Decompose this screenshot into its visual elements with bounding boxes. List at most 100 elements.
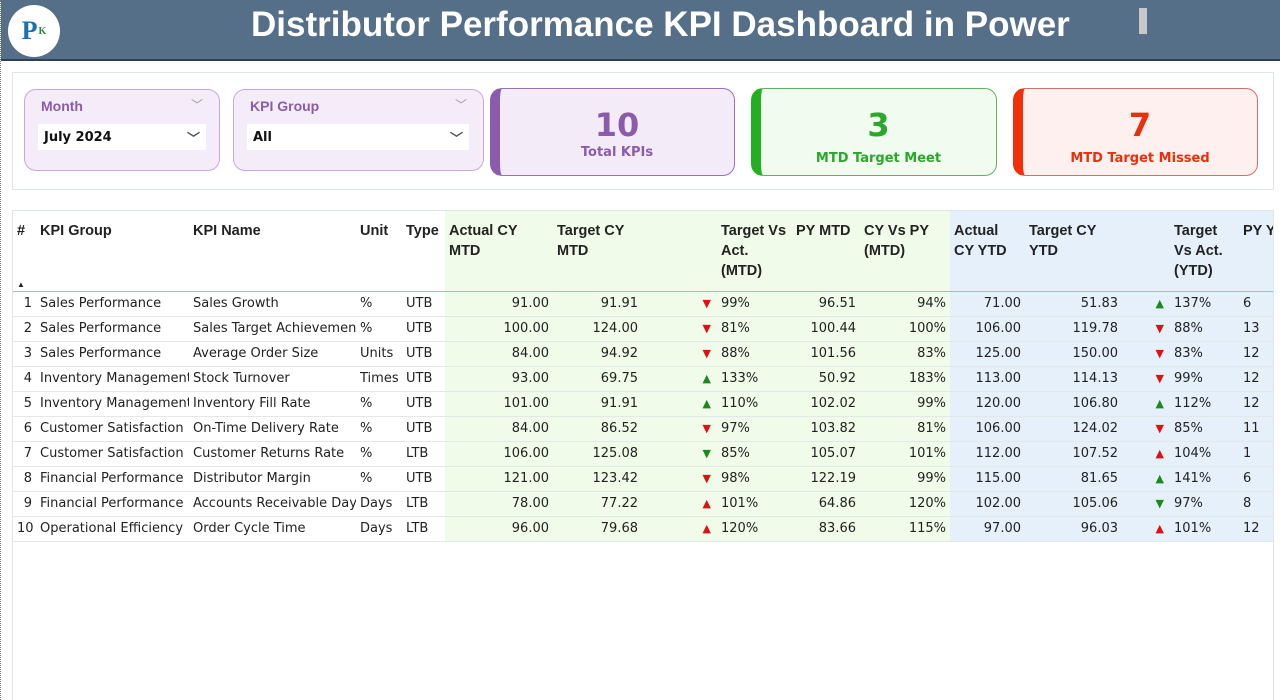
trend-cell: [1122, 491, 1170, 517]
cell-pyy: 12: [1239, 516, 1273, 542]
cell-group: Sales Performance: [36, 316, 189, 342]
column-header[interactable]: Target Vs Act. (YTD): [1170, 211, 1239, 292]
cell-tcy: 81.65: [1025, 466, 1122, 492]
cell-n: 7: [13, 441, 36, 467]
trend-cell: [642, 316, 717, 342]
cell-tvam: 98%: [717, 466, 792, 492]
cell-n: 1: [13, 291, 36, 317]
column-header[interactable]: Actual CY MTD: [445, 211, 553, 292]
cell-tvam: 101%: [717, 491, 792, 517]
column-header[interactable]: Actual CY YTD: [950, 211, 1025, 292]
column-header[interactable]: Target CY YTD: [1025, 211, 1122, 292]
cell-type: LTB: [402, 516, 445, 542]
column-header[interactable]: PY MTD: [792, 211, 860, 292]
cell-acy: 125.00: [950, 341, 1025, 367]
mtd-target-missed-label: MTD Target Missed: [1070, 151, 1210, 166]
chevron-down-icon: ﹀: [449, 132, 463, 147]
kpi-group-slicer-label: KPI Group: [250, 98, 320, 114]
cell-tvam: 85%: [717, 441, 792, 467]
table-row[interactable]: 8 Financial Performance Distributor Margin…: [13, 466, 1273, 492]
cell-pym: 50.92: [792, 366, 860, 392]
trend-cell: [642, 391, 717, 417]
chevron-down-icon[interactable]: ﹀: [190, 98, 203, 112]
column-header[interactable]: KPI Name: [189, 211, 356, 292]
cell-group: Financial Performance: [36, 466, 189, 492]
cell-acy: 115.00: [950, 466, 1025, 492]
column-header[interactable]: # ▲: [13, 211, 36, 292]
cell-name: Accounts Receivable Days: [189, 491, 356, 517]
cell-cvpm: 99%: [860, 391, 950, 417]
cell-acm: 93.00: [445, 366, 553, 392]
column-header[interactable]: KPI Group: [36, 211, 189, 292]
arrow-down-icon: [1156, 372, 1164, 385]
cell-pyy: 11: [1239, 416, 1273, 442]
arrow-down-icon: [1156, 497, 1164, 510]
arrow-down-icon: [703, 297, 711, 310]
arrow-down-icon: [703, 422, 711, 435]
column-header[interactable]: Target CY MTD: [553, 211, 642, 292]
table-row[interactable]: 7 Customer Satisfaction Customer Returns R…: [13, 441, 1273, 467]
table-row[interactable]: 10 Operational Efficiency Order Cycle Time…: [13, 516, 1273, 542]
cell-acm: 84.00: [445, 416, 553, 442]
cell-type: UTB: [402, 416, 445, 442]
cell-tvam: 110%: [717, 391, 792, 417]
cell-tcy: 114.13: [1025, 366, 1122, 392]
trend-cell: [1122, 416, 1170, 442]
cell-group: Customer Satisfaction: [36, 416, 189, 442]
trend-cell: [1122, 291, 1170, 317]
month-value: July 2024: [44, 130, 112, 145]
cell-acm: 96.00: [445, 516, 553, 542]
cell-cvpm: 115%: [860, 516, 950, 542]
cell-unit: Days: [356, 491, 402, 517]
arrow-down-icon: [703, 447, 711, 460]
table-row[interactable]: 1 Sales Performance Sales Growth% UTB 91.00 9…: [13, 291, 1273, 317]
trend-cell: [642, 441, 717, 467]
table-row[interactable]: 4 Inventory Management Stock Turnover Times…: [13, 366, 1273, 392]
cell-group: Customer Satisfaction: [36, 441, 189, 467]
column-header[interactable]: CY Vs PY (MTD): [860, 211, 950, 292]
table-row[interactable]: 5 Inventory Management Inventory Fill Rate…: [13, 391, 1273, 417]
table-row[interactable]: 2 Sales Performance Sales Target Achieveme…: [13, 316, 1273, 342]
cell-acy: 120.00: [950, 391, 1025, 417]
cell-unit: %: [356, 416, 402, 442]
cell-name: Customer Returns Rate: [189, 441, 356, 467]
cell-tvam: 99%: [717, 291, 792, 317]
column-header[interactable]: Unit: [356, 211, 402, 292]
cell-tcm: 124.00: [553, 316, 642, 342]
cell-tcm: 79.68: [553, 516, 642, 542]
arrow-down-icon: [703, 347, 711, 360]
table-row[interactable]: 3 Sales Performance Average Order Size Unit…: [13, 341, 1273, 367]
column-header[interactable]: Type: [402, 211, 445, 292]
cell-tvay: 85%: [1170, 416, 1239, 442]
cell-n: 3: [13, 341, 36, 367]
mtd-target-meet-label: MTD Target Meet: [815, 151, 942, 166]
chevron-down-icon[interactable]: ﹀: [454, 98, 467, 112]
cell-cvpm: 100%: [860, 316, 950, 342]
month-dropdown[interactable]: July 2024 ﹀: [38, 124, 206, 150]
cell-tvay: 141%: [1170, 466, 1239, 492]
trend-cell: [1122, 366, 1170, 392]
cell-n: 5: [13, 391, 36, 417]
cell-n: 9: [13, 491, 36, 517]
cell-tcm: 125.08: [553, 441, 642, 467]
cell-unit: Units: [356, 341, 402, 367]
kpi-group-dropdown[interactable]: All ﹀: [247, 124, 469, 150]
cell-tvay: 137%: [1170, 291, 1239, 317]
column-header[interactable]: [1122, 211, 1170, 292]
cell-tvay: 112%: [1170, 391, 1239, 417]
cell-tcy: 106.80: [1025, 391, 1122, 417]
table-row[interactable]: 6 Customer Satisfaction On-Time Delivery R…: [13, 416, 1273, 442]
column-header[interactable]: Target Vs Act. (MTD): [717, 211, 792, 292]
month-slicer-label: Month: [41, 98, 83, 114]
cell-n: 6: [13, 416, 36, 442]
cell-n: 10: [13, 516, 36, 542]
sort-ascending-icon[interactable]: ▲: [17, 280, 25, 289]
cell-name: Average Order Size: [189, 341, 356, 367]
cell-unit: Days: [356, 516, 402, 542]
arrow-down-icon: [703, 472, 711, 485]
column-header[interactable]: [642, 211, 717, 292]
column-header[interactable]: PY YTD: [1239, 211, 1273, 292]
cell-acm: 106.00: [445, 441, 553, 467]
cell-pym: 103.82: [792, 416, 860, 442]
table-row[interactable]: 9 Financial Performance Accounts Receivabl…: [13, 491, 1273, 517]
